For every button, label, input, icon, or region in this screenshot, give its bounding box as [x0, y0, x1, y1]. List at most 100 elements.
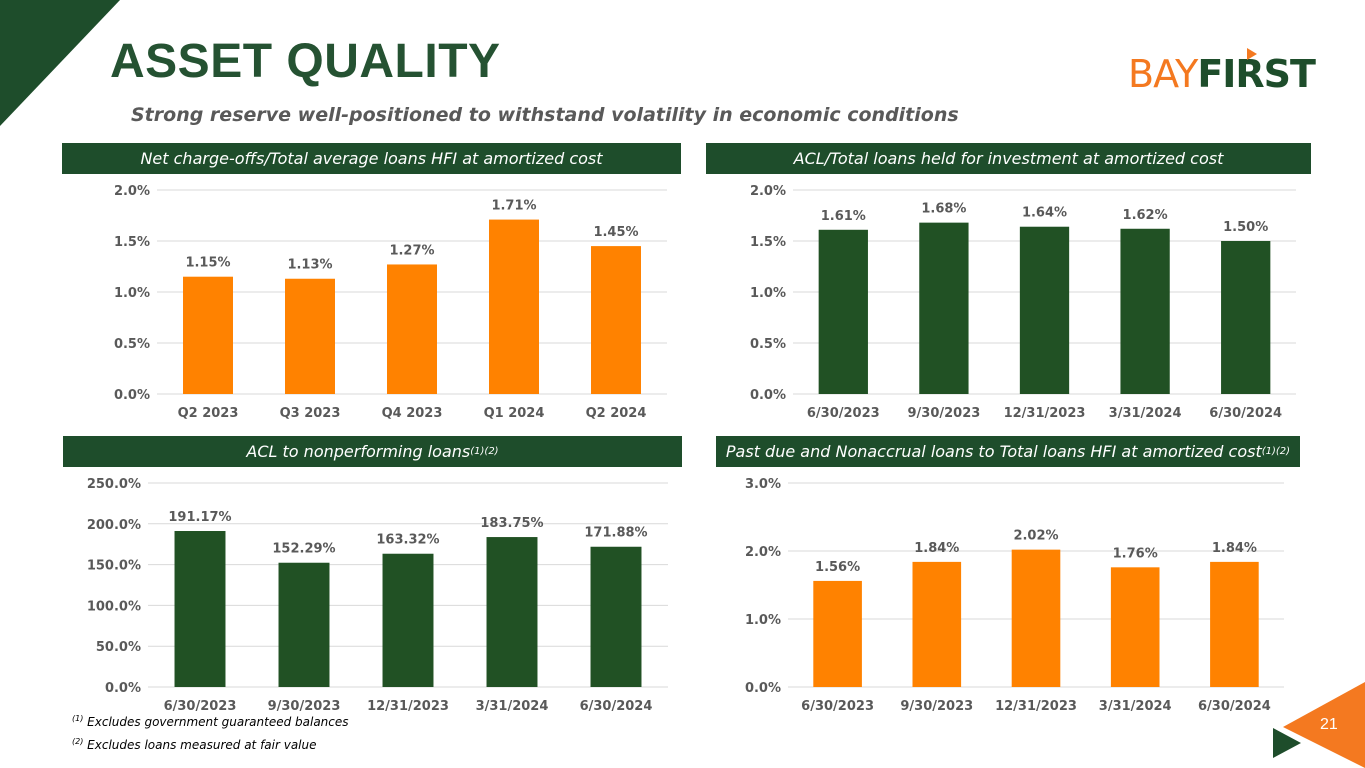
y-tick-label: 1.5% [114, 235, 150, 250]
bar [1210, 561, 1259, 687]
x-tick-label: 6/30/2023 [801, 699, 874, 714]
chart-title: Net charge-offs/Total average loans HFI … [140, 149, 603, 168]
logo-text-first: FIRST [1197, 48, 1316, 96]
bar [183, 276, 233, 394]
y-tick-label: 1.0% [750, 286, 786, 301]
footnote-1: (1) Excludes government guaranteed balan… [72, 714, 349, 729]
bar [387, 264, 437, 394]
x-tick-label: 3/31/2024 [1109, 406, 1182, 421]
footnote-2: (2) Excludes loans measured at fair valu… [72, 737, 317, 752]
page-subtitle: Strong reserve well-positioned to withst… [131, 104, 959, 126]
data-label: 1.56% [815, 560, 860, 575]
chart-title-footnote-marker: (1)(2) [1261, 446, 1291, 457]
chart-acl-nonperforming: 0.0% 50.0% 100.0% 150.0% 200.0% 250.0% 191.17%… [63, 470, 682, 720]
bar [1110, 567, 1160, 687]
x-tick-label: 3/31/2024 [1099, 699, 1172, 714]
chart-title-footnote-marker: (1)(2) [470, 446, 499, 457]
page-number: 21 [1320, 716, 1338, 733]
play-triangle-icon [1273, 728, 1301, 758]
bar [912, 561, 962, 687]
corner-decoration-bottom-right [1283, 682, 1365, 768]
x-tick-label: 9/30/2023 [268, 699, 341, 714]
y-tick-label: 0.0% [745, 681, 781, 696]
bar [590, 546, 642, 687]
logo-text-bay: BAY [1128, 52, 1198, 96]
bar [278, 562, 330, 687]
footnote-text: Excludes government guaranteed balances [87, 715, 349, 729]
data-label: 1.68% [921, 202, 966, 217]
y-tick-label: 100.0% [87, 599, 141, 614]
y-tick-label: 150.0% [87, 559, 141, 574]
chart-title: ACL/Total loans held for investment at a… [793, 149, 1224, 168]
x-tick-label: 6/30/2023 [807, 406, 880, 421]
data-label: 1.27% [389, 243, 434, 258]
data-label: 1.50% [1223, 220, 1268, 235]
data-label: 1.76% [1113, 546, 1158, 561]
chart-past-due-svg: 0.0% 1.0% 2.0% 3.0% 1.56% 6/30/2023 1.84% 9/30/… [745, 477, 1284, 714]
chart-net-charge-offs: 0.0% 0.5% 1.0% 1.5% 2.0% 1.15% Q2 2023 1.13% Q3 … [62, 176, 681, 426]
corner-decoration-top-left [0, 0, 120, 126]
chart-header-past-due: Past due and Nonaccrual loans to Total l… [716, 436, 1300, 467]
x-tick-label: Q1 2024 [484, 406, 545, 421]
data-label: 163.32% [376, 533, 439, 548]
bar [919, 222, 969, 394]
x-tick-label: Q2 2023 [178, 406, 239, 421]
bar [818, 229, 868, 394]
x-tick-label: 6/30/2024 [1198, 699, 1271, 714]
x-tick-label: 6/30/2024 [1209, 406, 1282, 421]
data-label: 1.62% [1123, 208, 1168, 223]
y-tick-label: 250.0% [87, 477, 141, 492]
x-tick-label: 6/30/2023 [164, 699, 237, 714]
chart-acl-nonperforming-svg: 0.0% 50.0% 100.0% 150.0% 200.0% 250.0% 191.17%… [87, 477, 668, 714]
chart-header-acl-nonperforming: ACL to nonperforming loans (1)(2) [63, 436, 682, 467]
data-label: 171.88% [584, 526, 647, 541]
bar [1019, 226, 1070, 394]
bar [1011, 549, 1061, 687]
y-tick-label: 50.0% [96, 640, 141, 655]
data-label: 1.45% [593, 225, 638, 240]
logo-flag-icon [1247, 48, 1258, 60]
footnote-mark: (1) [72, 714, 84, 723]
bar [486, 537, 538, 687]
data-label: 1.15% [185, 256, 230, 271]
bar [489, 219, 539, 394]
chart-header-acl-total-loans: ACL/Total loans held for investment at a… [706, 143, 1311, 174]
y-tick-label: 1.0% [114, 286, 150, 301]
x-tick-label: 9/30/2023 [907, 406, 980, 421]
x-tick-label: 9/30/2023 [900, 699, 973, 714]
y-tick-label: 1.0% [745, 613, 781, 628]
data-label: 1.64% [1022, 206, 1067, 221]
y-tick-label: 1.5% [750, 235, 786, 250]
data-label: 1.84% [1212, 541, 1257, 556]
chart-title: Past due and Nonaccrual loans to Total l… [725, 442, 1262, 461]
x-tick-label: 12/31/2023 [995, 699, 1077, 714]
chart-header-net-charge-offs: Net charge-offs/Total average loans HFI … [62, 143, 681, 174]
x-tick-label: 3/31/2024 [476, 699, 549, 714]
y-tick-label: 2.0% [750, 184, 786, 199]
y-tick-label: 0.0% [105, 681, 141, 696]
data-label: 1.61% [821, 209, 866, 224]
x-tick-label: Q2 2024 [586, 406, 647, 421]
bar [382, 553, 434, 687]
page-title: ASSET QUALITY [110, 35, 501, 88]
data-label: 1.13% [287, 258, 332, 273]
data-label: 152.29% [272, 542, 335, 557]
x-tick-label: 12/31/2023 [1004, 406, 1086, 421]
footnote-text: Excludes loans measured at fair value [87, 738, 317, 752]
y-tick-label: 0.0% [750, 388, 786, 403]
data-label: 191.17% [168, 510, 231, 525]
bar [591, 246, 641, 394]
y-tick-label: 0.5% [750, 337, 786, 352]
y-tick-label: 0.0% [114, 388, 150, 403]
y-tick-label: 0.5% [114, 337, 150, 352]
chart-acl-total-loans: 0.0% 0.5% 1.0% 1.5% 2.0% 1.61% 6/30/2023 1.68% 9… [706, 176, 1311, 426]
data-label: 1.84% [914, 541, 959, 556]
y-tick-label: 2.0% [745, 545, 781, 560]
bar [1221, 241, 1271, 394]
bar [285, 278, 335, 394]
data-label: 1.71% [491, 199, 536, 214]
footnote-mark: (2) [72, 737, 84, 746]
chart-title: ACL to nonperforming loans [246, 442, 471, 461]
y-tick-label: 2.0% [114, 184, 150, 199]
y-tick-label: 3.0% [745, 477, 781, 492]
